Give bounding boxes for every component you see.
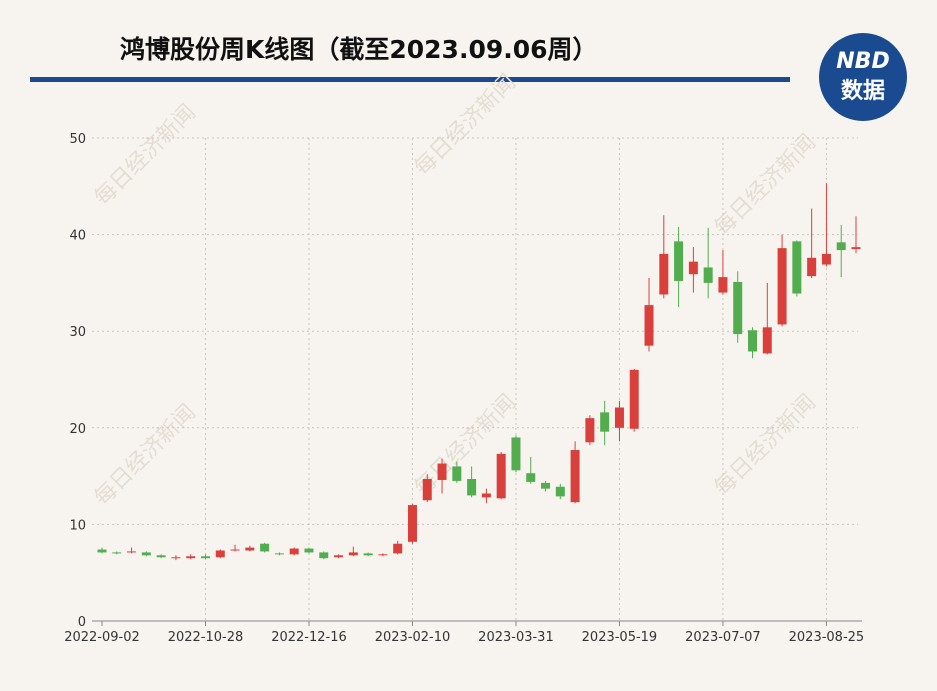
candle-body — [230, 549, 240, 551]
x-tick-label: 2022-09-02 — [64, 630, 140, 645]
watermark: 每日经济新闻 — [410, 70, 521, 181]
candle-body — [319, 552, 329, 559]
candle-body — [215, 550, 225, 558]
x-tick-label: 2022-10-28 — [168, 630, 244, 645]
candle-body — [600, 412, 610, 432]
x-tick-label: 2023-08-25 — [789, 630, 865, 645]
candle-body — [703, 267, 713, 283]
candle-body — [260, 543, 270, 552]
y-tick-label: 0 — [78, 615, 86, 630]
candle-body — [407, 505, 417, 542]
candle-body — [378, 554, 388, 556]
candle-body — [644, 305, 654, 346]
candle-body — [393, 543, 403, 554]
candle-body — [141, 552, 151, 556]
candle-body — [733, 281, 743, 335]
y-tick-label: 20 — [69, 422, 86, 437]
candle-body — [748, 330, 758, 352]
x-tick-label: 2023-07-07 — [685, 630, 761, 645]
chart-title: 鸿博股份周K线图（截至2023.09.06周） — [120, 35, 598, 64]
candle-body — [570, 450, 580, 503]
candle-body — [674, 241, 684, 281]
candle-body — [777, 248, 787, 325]
candle-body — [245, 547, 255, 551]
candle-body — [481, 493, 491, 498]
candle-body — [97, 549, 107, 553]
x-tick-label: 2023-05-19 — [582, 630, 658, 645]
candle-body — [186, 556, 196, 559]
candle-body — [348, 552, 358, 556]
candle-body — [156, 555, 166, 558]
candle-body — [334, 555, 344, 558]
candle-body — [688, 261, 698, 275]
candle-body — [629, 369, 639, 429]
candle-body — [614, 407, 624, 428]
candle-body — [452, 466, 462, 481]
watermark: 每日经济新闻 — [90, 100, 201, 211]
logo-circle — [819, 33, 907, 121]
candle-body — [200, 556, 210, 559]
candle-body — [807, 257, 817, 277]
logo-bottom: 数据 — [841, 78, 885, 104]
candle-body — [526, 473, 536, 482]
candle-body — [127, 551, 137, 553]
candle-body — [762, 327, 772, 354]
candle-body — [437, 463, 447, 480]
candle-body — [274, 553, 284, 555]
candle-body — [851, 247, 861, 250]
candle-body — [585, 418, 595, 443]
candle-body — [171, 557, 181, 559]
y-tick-label: 10 — [69, 518, 86, 533]
x-tick-label: 2023-02-10 — [375, 630, 451, 645]
candle-body — [511, 437, 521, 471]
watermark: 每日经济新闻 — [710, 130, 821, 241]
candle-body — [363, 553, 373, 556]
title-underline — [30, 77, 790, 82]
candle-body — [792, 241, 802, 294]
x-tick-label: 2023-03-31 — [478, 630, 554, 645]
candle-body — [304, 548, 314, 553]
watermark: 每日经济新闻 — [710, 390, 821, 501]
y-tick-label: 30 — [69, 325, 86, 340]
candle-body — [112, 552, 122, 554]
x-tick-label: 2022-12-16 — [271, 630, 347, 645]
candle-body — [422, 478, 432, 501]
candle-body — [467, 478, 477, 496]
candle-body — [821, 253, 831, 265]
y-tick-label: 50 — [69, 132, 86, 147]
candle-body — [659, 253, 669, 295]
candle-body — [289, 548, 299, 555]
watermark: 每日经济新闻 — [90, 400, 201, 511]
y-tick-label: 40 — [69, 229, 86, 244]
candle-body — [541, 482, 551, 489]
candle-body — [718, 277, 728, 293]
candle-body — [836, 242, 846, 251]
logo-top: NBD — [836, 49, 889, 74]
candle-body — [555, 486, 565, 497]
candle-body — [496, 453, 506, 499]
